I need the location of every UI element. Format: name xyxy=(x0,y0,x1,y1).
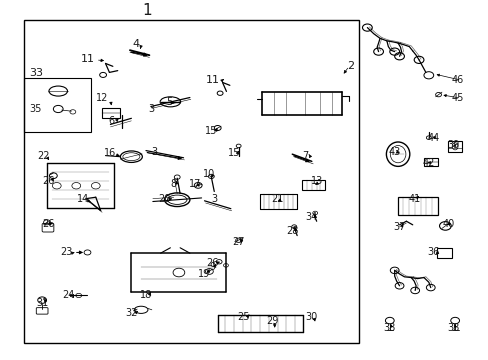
Text: 17: 17 xyxy=(188,179,201,189)
Text: 33: 33 xyxy=(29,68,43,78)
Text: 4: 4 xyxy=(132,40,140,49)
Text: 26: 26 xyxy=(206,258,219,268)
Bar xyxy=(102,108,120,118)
Text: 37: 37 xyxy=(392,222,405,232)
Text: 14: 14 xyxy=(76,194,88,204)
Text: 9: 9 xyxy=(209,262,215,272)
Text: 39: 39 xyxy=(446,140,458,150)
Text: 24: 24 xyxy=(61,291,74,301)
Text: 3: 3 xyxy=(151,147,157,157)
Text: 15: 15 xyxy=(227,148,240,158)
Bar xyxy=(24,21,358,343)
Text: 25: 25 xyxy=(237,312,249,322)
Text: 40: 40 xyxy=(441,219,453,229)
Text: 12: 12 xyxy=(96,93,108,103)
Text: 1: 1 xyxy=(142,3,151,18)
Text: 30: 30 xyxy=(305,312,317,322)
Text: 22: 22 xyxy=(37,150,50,161)
Text: 6: 6 xyxy=(109,116,115,126)
Text: 26: 26 xyxy=(42,176,55,186)
Text: 19: 19 xyxy=(198,269,210,279)
Text: 3: 3 xyxy=(211,194,217,204)
Text: 35: 35 xyxy=(30,104,42,114)
Text: 46: 46 xyxy=(451,75,463,85)
Text: 11: 11 xyxy=(205,75,219,85)
Text: 13: 13 xyxy=(310,176,322,186)
Text: 29: 29 xyxy=(266,316,278,325)
Text: 36: 36 xyxy=(427,247,439,257)
Text: 20: 20 xyxy=(158,194,170,204)
Text: 5: 5 xyxy=(165,97,172,107)
Text: 2: 2 xyxy=(346,61,354,71)
Bar xyxy=(397,197,437,215)
Text: 26: 26 xyxy=(42,219,55,229)
Text: 11: 11 xyxy=(81,54,94,64)
Text: 10: 10 xyxy=(203,168,215,179)
Text: 28: 28 xyxy=(285,226,298,236)
Text: 45: 45 xyxy=(451,93,463,103)
Text: 18: 18 xyxy=(140,291,152,301)
Bar xyxy=(302,180,325,190)
Text: 44: 44 xyxy=(427,133,439,143)
Text: 8: 8 xyxy=(170,179,177,189)
Bar xyxy=(436,248,451,258)
Text: 21: 21 xyxy=(271,194,283,204)
Text: 38: 38 xyxy=(446,323,458,333)
Text: 34: 34 xyxy=(305,212,317,221)
Text: 23: 23 xyxy=(60,247,73,257)
Text: 41: 41 xyxy=(407,194,420,204)
Bar xyxy=(24,78,91,132)
Text: 43: 43 xyxy=(388,147,400,157)
Text: 31: 31 xyxy=(36,298,48,308)
Text: 15: 15 xyxy=(205,126,217,135)
Text: 7: 7 xyxy=(302,150,308,161)
Bar xyxy=(423,158,437,166)
Text: 16: 16 xyxy=(104,148,116,158)
Text: 3: 3 xyxy=(147,104,154,114)
Text: 38: 38 xyxy=(383,323,395,333)
Text: 27: 27 xyxy=(232,237,244,247)
Bar xyxy=(447,140,461,152)
Text: 42: 42 xyxy=(422,158,434,168)
Text: 32: 32 xyxy=(125,309,137,318)
